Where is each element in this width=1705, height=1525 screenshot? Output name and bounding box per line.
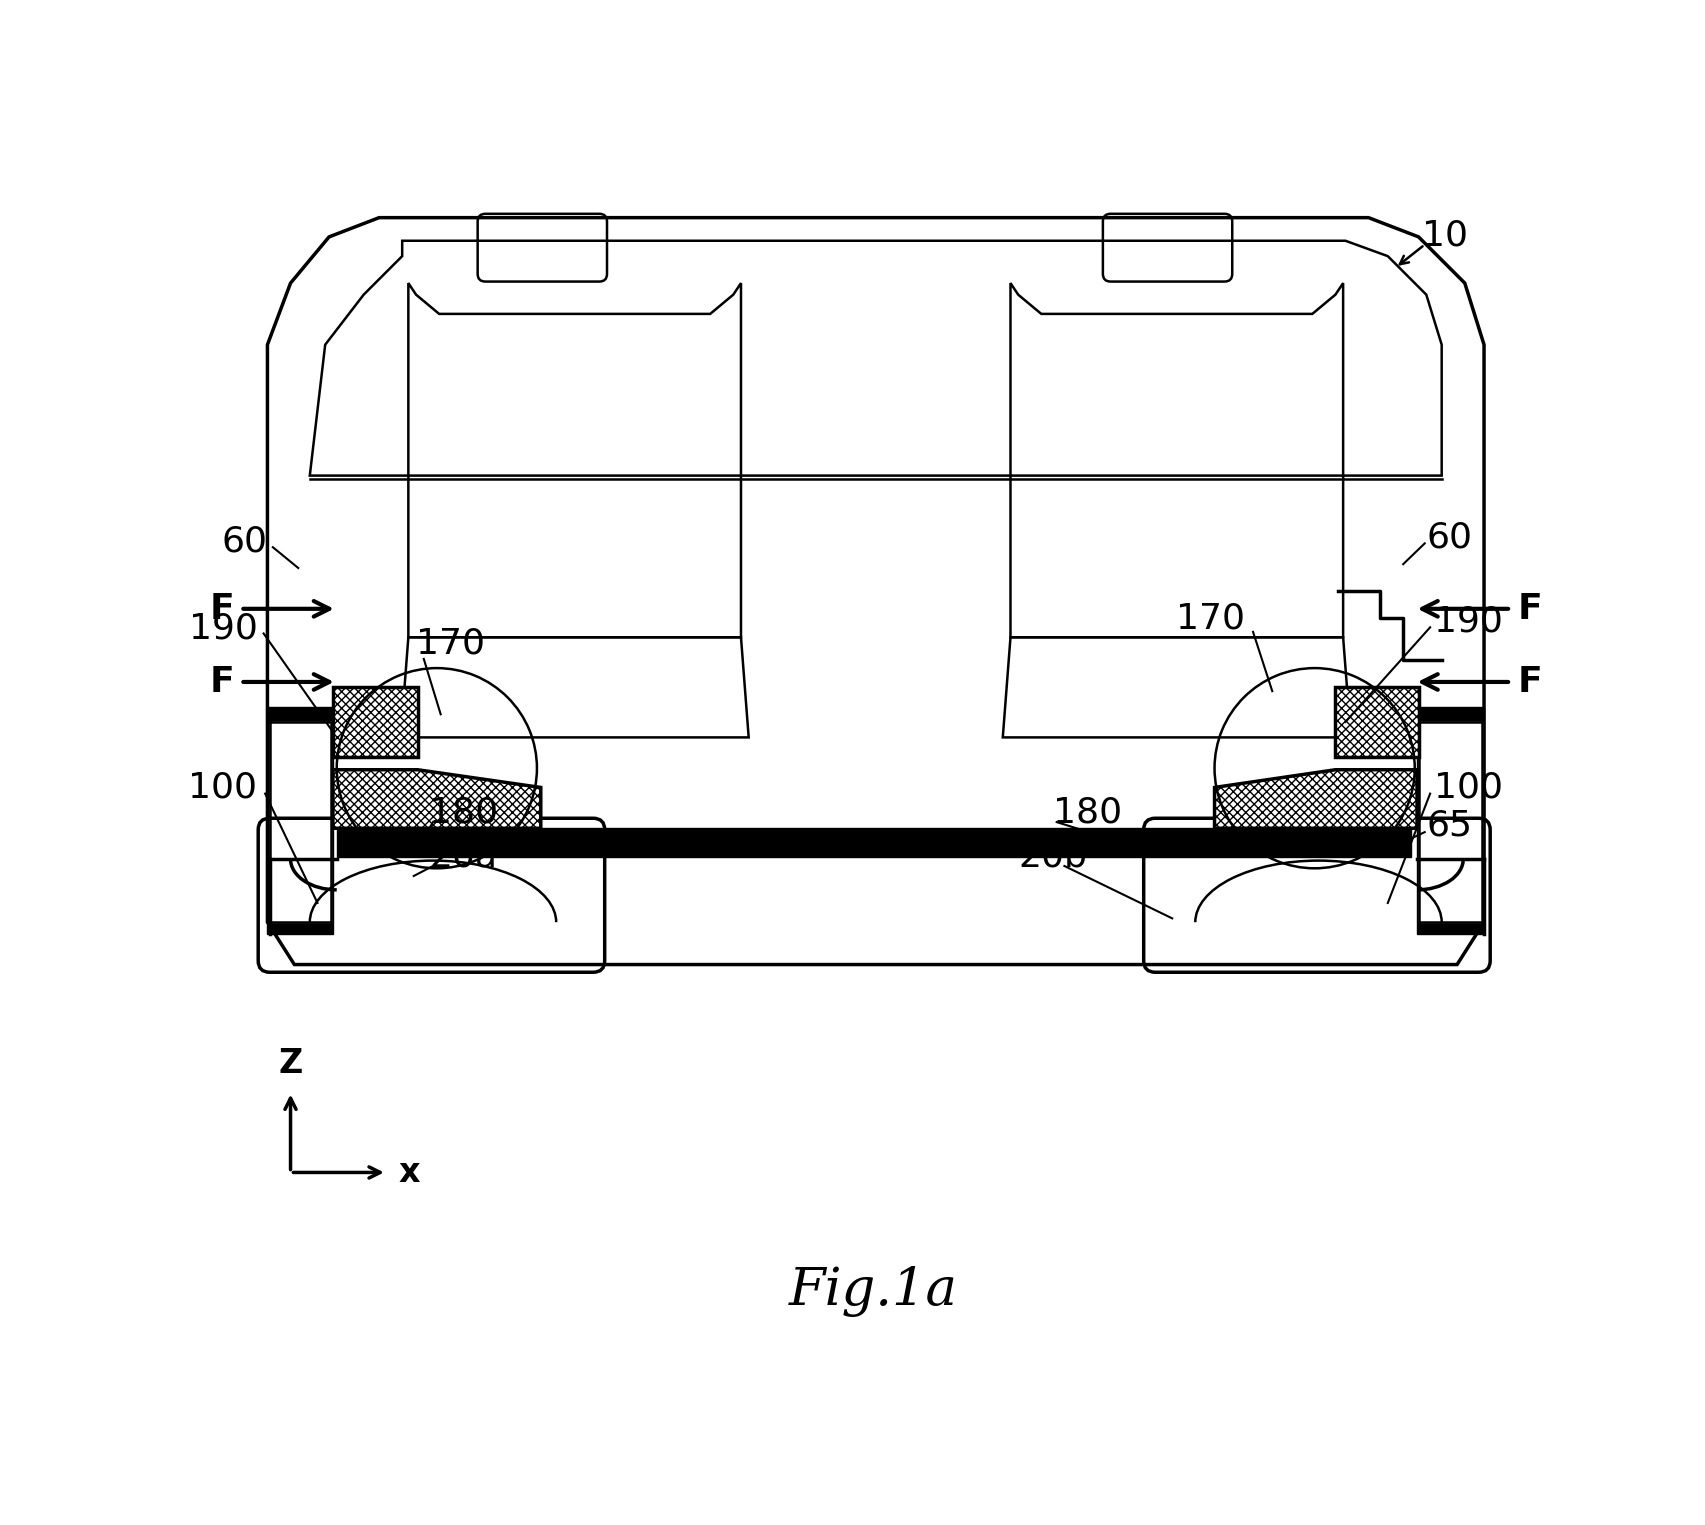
Bar bbox=[1417, 706, 1483, 933]
Text: F: F bbox=[210, 665, 234, 698]
Text: Z: Z bbox=[278, 1048, 303, 1080]
Bar bbox=[268, 706, 332, 933]
Text: Fig.1a: Fig.1a bbox=[789, 1266, 958, 1318]
Text: x: x bbox=[399, 1156, 419, 1190]
Text: 10: 10 bbox=[1422, 218, 1468, 252]
Text: 100: 100 bbox=[1434, 770, 1504, 805]
Bar bbox=[1419, 721, 1482, 923]
Text: 70: 70 bbox=[776, 830, 822, 863]
Text: 60: 60 bbox=[1427, 520, 1473, 554]
Text: F: F bbox=[1517, 592, 1541, 625]
Text: 20b: 20b bbox=[1018, 840, 1088, 874]
Text: 180: 180 bbox=[1052, 796, 1122, 830]
Text: F: F bbox=[210, 592, 234, 625]
Text: 180: 180 bbox=[430, 796, 498, 830]
Polygon shape bbox=[332, 770, 540, 828]
Text: 20a: 20a bbox=[430, 840, 498, 874]
Text: 100: 100 bbox=[189, 770, 257, 805]
Text: 190: 190 bbox=[189, 612, 257, 645]
Polygon shape bbox=[1214, 770, 1417, 828]
Bar bbox=[338, 828, 1410, 857]
Bar bbox=[332, 688, 418, 756]
Text: 190: 190 bbox=[1434, 605, 1502, 639]
Text: 65: 65 bbox=[1427, 808, 1473, 843]
Text: 170: 170 bbox=[1176, 601, 1245, 634]
Text: F: F bbox=[1517, 665, 1541, 698]
Text: 170: 170 bbox=[416, 627, 484, 660]
Text: 60: 60 bbox=[222, 525, 268, 558]
Bar bbox=[1335, 688, 1419, 756]
Bar bbox=[269, 721, 331, 923]
